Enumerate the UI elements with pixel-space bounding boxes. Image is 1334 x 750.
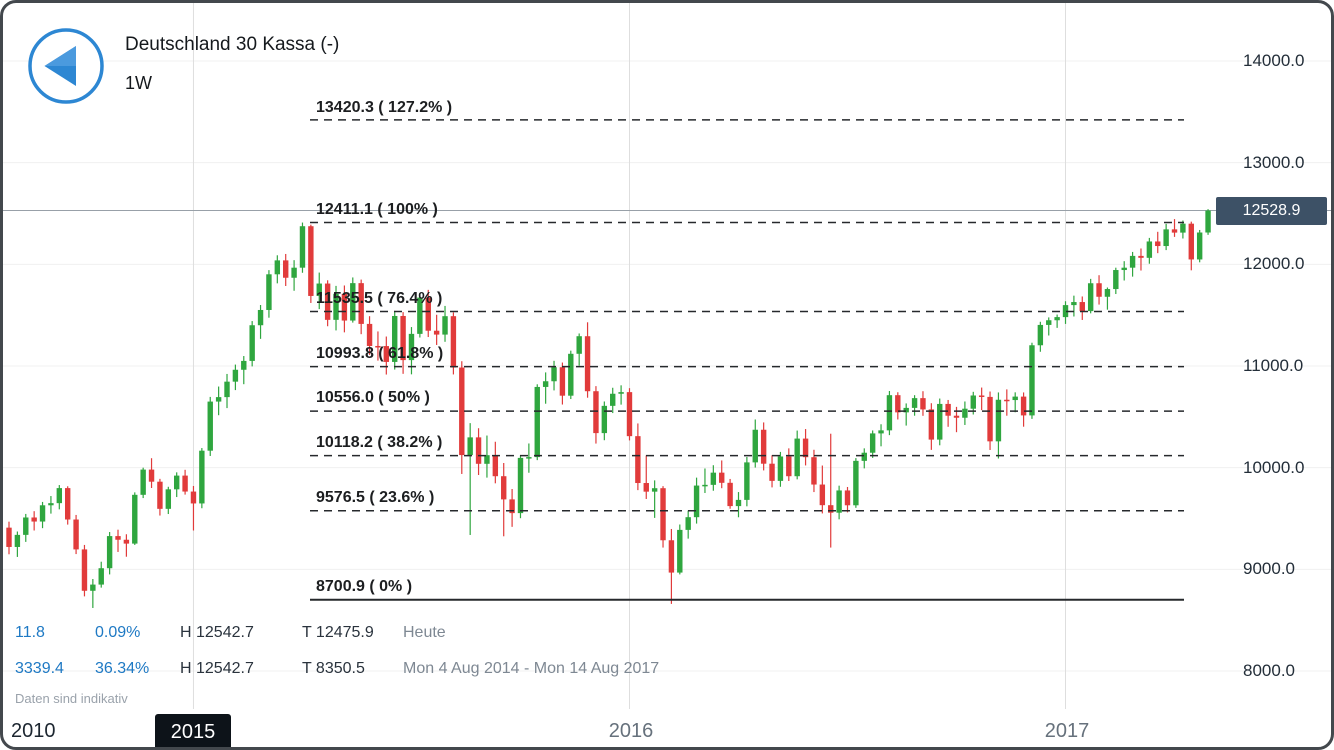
period-range: Mon 4 Aug 2014 - Mon 14 Aug 2017 bbox=[403, 660, 660, 677]
change-value: 3339.4 bbox=[15, 660, 64, 677]
quote-row-today: 11.8 0.09% H 12542.7 T 12475.9 Heute bbox=[3, 624, 763, 646]
price-axis-label: 12000.0 bbox=[1243, 254, 1305, 273]
period-label: Heute bbox=[403, 624, 446, 641]
change-percent: 0.09% bbox=[95, 624, 141, 641]
low-value: T 8350.5 bbox=[302, 660, 365, 677]
price-axis-label: 8000.0 bbox=[1243, 661, 1295, 680]
price-axis-label: 11000.0 bbox=[1243, 356, 1304, 375]
time-axis-label-2016: 2016 bbox=[608, 720, 654, 742]
change-percent: 36.34% bbox=[95, 660, 150, 677]
high-value: H 12542.7 bbox=[180, 660, 254, 677]
candlestick-chart-canvas[interactable] bbox=[3, 3, 1334, 750]
fib-label-38: 10118.2 ( 38.2% ) bbox=[316, 434, 443, 451]
high-value: H 12542.7 bbox=[180, 624, 254, 641]
price-axis-label: 14000.0 bbox=[1243, 51, 1305, 70]
instrument-title: Deutschland 30 Kassa (-) bbox=[125, 34, 340, 55]
time-axis-label-2010: 2010 bbox=[11, 720, 56, 742]
back-button[interactable] bbox=[27, 27, 105, 105]
price-axis-label: 10000.0 bbox=[1243, 458, 1305, 477]
time-axis-tab-2015: 2015 bbox=[155, 714, 231, 747]
quote-row-range: 3339.4 36.34% H 12542.7 T 8350.5 Mon 4 A… bbox=[3, 660, 763, 682]
indicative-data-note: Daten sind indikativ bbox=[15, 691, 128, 706]
change-value: 11.8 bbox=[15, 624, 45, 641]
fib-label-76: 11535.5 ( 76.4% ) bbox=[316, 290, 443, 307]
price-axis-label: 9000.0 bbox=[1243, 559, 1295, 578]
time-axis-label-2017: 2017 bbox=[1044, 720, 1090, 742]
fib-label-50: 10556.0 ( 50% ) bbox=[316, 389, 430, 406]
fib-label-23: 9576.5 ( 23.6% ) bbox=[316, 489, 435, 506]
low-value: T 12475.9 bbox=[302, 624, 374, 641]
fib-label-61: 10993.8 ( 61.8% ) bbox=[316, 345, 444, 362]
back-arrow-icon bbox=[28, 28, 104, 104]
fib-label-100: 12411.1 ( 100% ) bbox=[316, 201, 438, 218]
fib-label-0: 8700.9 ( 0% ) bbox=[316, 578, 413, 595]
price-axis-label: 13000.0 bbox=[1243, 153, 1305, 172]
timeframe-selector[interactable]: 1W bbox=[125, 73, 152, 93]
fib-label-127: 13420.3 ( 127.2% ) bbox=[316, 99, 453, 116]
current-price-badge: 12528.9 bbox=[1216, 197, 1327, 225]
